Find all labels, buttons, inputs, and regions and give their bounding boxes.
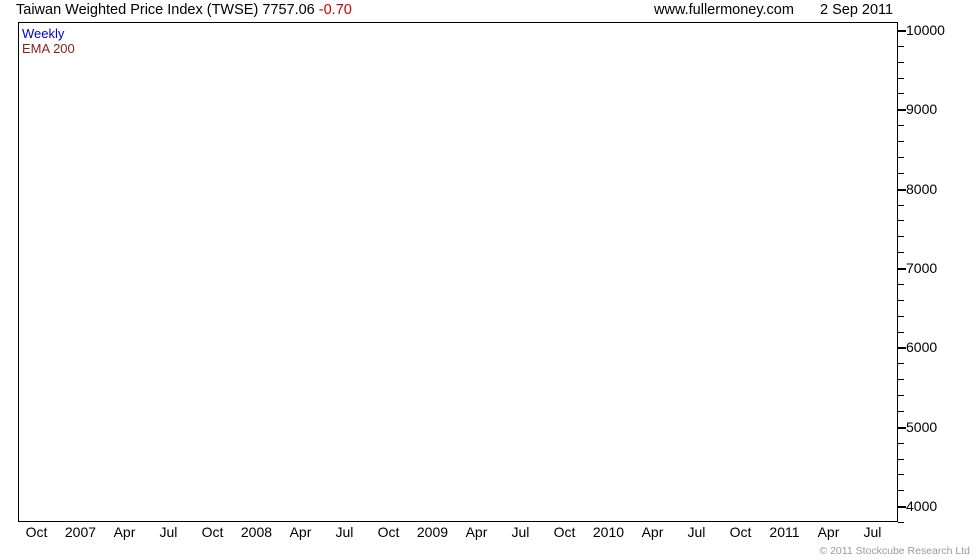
x-axis-label: 2007	[64, 524, 97, 540]
x-axis-label: Jul	[863, 524, 882, 540]
y-axis-tick	[898, 490, 904, 491]
copyright-notice: © 2011 Stockcube Research Ltd	[819, 545, 970, 557]
y-axis-tick	[898, 300, 904, 301]
y-axis-tick	[898, 332, 904, 333]
y-axis-tick	[898, 157, 904, 158]
x-axis-label: Jul	[335, 524, 354, 540]
x-axis-label: Apr	[289, 524, 312, 540]
y-axis-tick	[898, 205, 904, 206]
x-axis-label: Apr	[817, 524, 840, 540]
y-axis-tick	[898, 46, 904, 47]
x-axis-label: Jul	[159, 524, 178, 540]
y-axis-label: 7000	[906, 260, 938, 277]
y-axis-tick	[898, 189, 906, 191]
chart-legend: Weekly EMA 200	[22, 26, 75, 56]
y-axis-label: 10000	[906, 21, 945, 38]
chart-date: 2 Sep 2011	[820, 2, 894, 18]
chart-change-value: -0.70	[318, 2, 352, 18]
x-axis-label: Oct	[377, 524, 400, 540]
y-axis-tick	[898, 474, 904, 475]
legend-item-ema200: EMA 200	[22, 41, 75, 56]
y-axis-tick	[898, 78, 904, 79]
chart-title-text: Taiwan Weighted Price Index (TWSE) 7757.…	[16, 2, 315, 18]
y-axis-tick	[898, 30, 906, 32]
x-axis-label: Oct	[201, 524, 224, 540]
chart-header: Taiwan Weighted Price Index (TWSE) 7757.…	[0, 0, 980, 22]
y-axis-tick	[898, 62, 904, 63]
y-axis-tick	[898, 411, 904, 412]
x-axis-label: Apr	[641, 524, 664, 540]
y-axis-tick	[898, 443, 904, 444]
y-axis-tick	[898, 220, 904, 221]
x-axis-labels: Oct 2007 Apr Jul Oct 2008 Apr Jul Oct 2009 Apr Jul O…	[0, 524, 980, 546]
chart-title: Taiwan Weighted Price Index (TWSE) 7757.…	[16, 2, 352, 18]
y-axis-tick	[898, 363, 904, 364]
y-axis-tick	[898, 427, 906, 429]
x-axis-label: Oct	[553, 524, 576, 540]
y-axis-labels: 4000 5000 6000 7000 8000 9000 10000	[902, 0, 980, 560]
y-axis-tick	[898, 284, 904, 285]
y-axis-tick	[898, 93, 904, 94]
y-axis-tick	[898, 268, 906, 270]
legend-item-weekly: Weekly	[22, 26, 65, 41]
y-axis-tick	[898, 506, 906, 508]
y-axis-tick	[898, 173, 904, 174]
y-axis-tick	[898, 522, 904, 523]
y-axis-tick	[898, 459, 904, 460]
y-axis-tick	[898, 252, 904, 253]
y-axis-label: 4000	[906, 498, 938, 515]
x-axis-label: Jul	[687, 524, 706, 540]
x-axis-label: 2009	[416, 524, 449, 540]
y-axis-tick	[898, 395, 904, 396]
y-axis-tick	[898, 379, 904, 380]
plot-area	[18, 22, 898, 522]
plot-frame	[18, 22, 898, 522]
y-axis-label: 5000	[906, 418, 938, 435]
y-axis-tick	[898, 109, 906, 111]
x-axis-label: 2008	[240, 524, 273, 540]
y-axis-tick	[898, 125, 904, 126]
x-axis-label: Oct	[25, 524, 48, 540]
y-axis-tick	[898, 316, 904, 317]
y-axis-tick	[898, 141, 904, 142]
x-axis-label: 2010	[592, 524, 625, 540]
y-axis-tick	[898, 347, 906, 349]
x-axis-label: Oct	[729, 524, 752, 540]
source-website: www.fullermoney.com	[654, 2, 794, 18]
x-axis-label: Jul	[511, 524, 530, 540]
y-axis-label: 9000	[906, 101, 938, 118]
x-axis-label: 2011	[769, 524, 800, 540]
y-axis-label: 8000	[906, 180, 938, 197]
y-axis-tick	[898, 236, 904, 237]
x-axis-label: Apr	[465, 524, 488, 540]
y-axis-label: 6000	[906, 339, 938, 356]
x-axis-label: Apr	[113, 524, 136, 540]
